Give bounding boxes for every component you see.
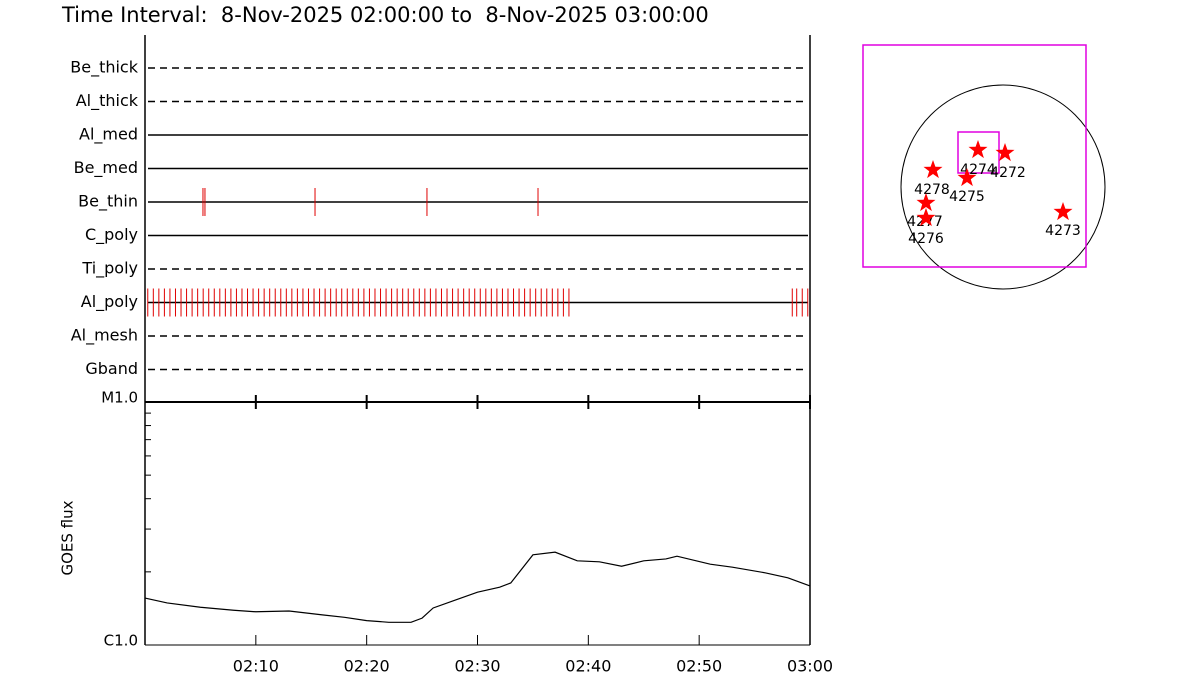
region-label: 4275 <box>949 189 985 205</box>
x-tick-label: 02:50 <box>676 657 722 676</box>
region-marker <box>1053 202 1073 221</box>
region-marker <box>995 143 1015 162</box>
y-axis-label: GOES flux <box>59 500 77 575</box>
filter-label: Al_mesh <box>71 326 138 346</box>
filter-label: Be_thick <box>70 58 138 78</box>
region-marker <box>957 168 977 187</box>
filter-label: Al_thick <box>76 91 139 111</box>
filter-label: C_poly <box>85 225 138 245</box>
y-tick-label: C1.0 <box>104 632 138 650</box>
chart-title: Time Interval: 8-Nov-2025 02:00:00 to 8-… <box>61 3 709 27</box>
region-label: 4272 <box>990 165 1026 181</box>
solar-limb <box>900 84 1106 290</box>
field-of-view <box>862 44 1087 268</box>
x-tick-label: 02:40 <box>565 657 611 676</box>
region-marker <box>968 140 988 159</box>
filter-label: Be_thin <box>78 192 138 212</box>
filter-label: Gband <box>85 359 138 378</box>
filter-label: Al_poly <box>81 292 138 312</box>
region-label: 4278 <box>914 182 950 198</box>
region-label: 4276 <box>908 231 944 247</box>
x-tick-label: 02:20 <box>344 657 390 676</box>
region-marker <box>923 160 943 179</box>
region-marker <box>916 208 936 227</box>
region-label: 4273 <box>1045 223 1081 239</box>
region-marker <box>916 193 936 212</box>
y-tick-label: M1.0 <box>101 389 138 407</box>
goes-flux-line <box>144 551 811 623</box>
filter-label: Be_med <box>74 158 138 178</box>
x-tick-label: 03:00 <box>787 657 833 676</box>
filter-label: Ti_poly <box>81 259 138 279</box>
x-tick-label: 02:10 <box>233 657 279 676</box>
x-tick-label: 02:30 <box>454 657 500 676</box>
filter-label: Al_med <box>79 125 138 145</box>
